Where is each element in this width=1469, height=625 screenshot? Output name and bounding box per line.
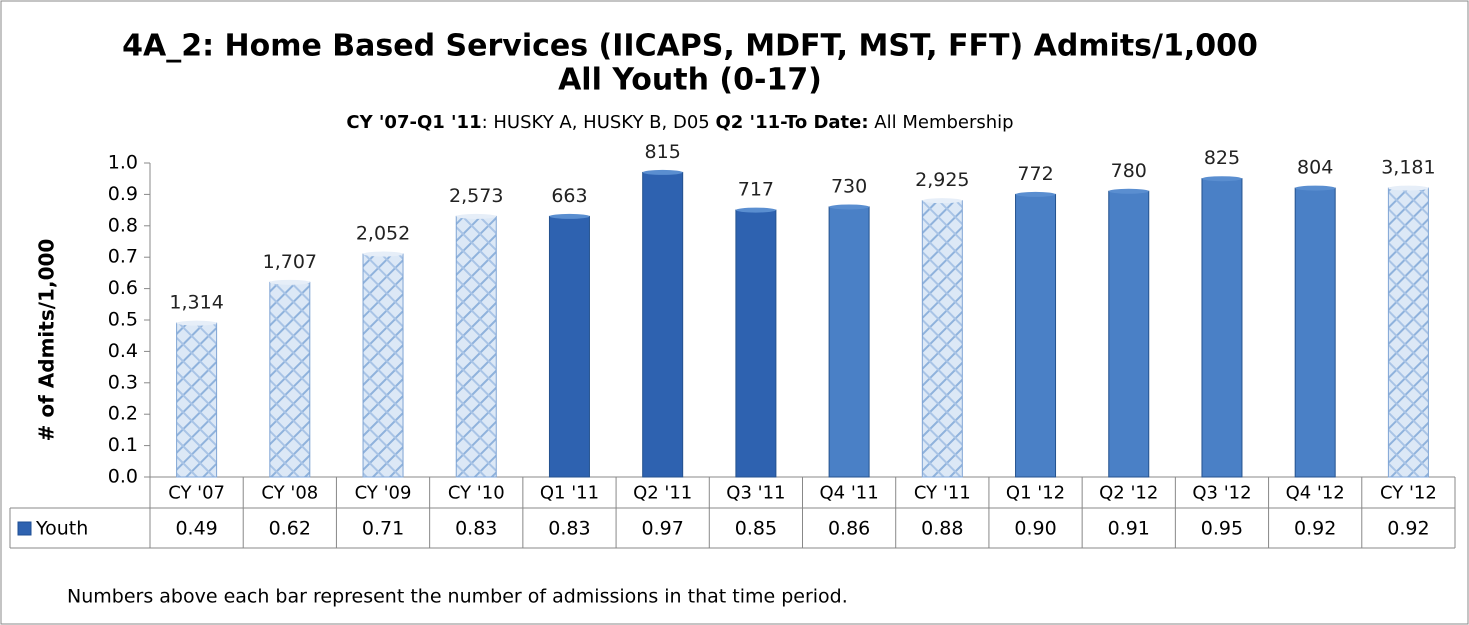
- y-tick-label: 0.0: [108, 466, 138, 488]
- bar-top: [922, 198, 963, 204]
- x-tick-label: CY '12: [1380, 483, 1437, 504]
- x-tick-label: Q4 '11: [820, 483, 879, 504]
- bar: [455, 215, 497, 478]
- table-value: 0.83: [548, 518, 590, 540]
- bar-label: 815: [645, 141, 681, 163]
- bar-top: [456, 213, 497, 219]
- x-tick-label: CY '09: [355, 483, 412, 504]
- y-tick-label: 1.0: [108, 152, 138, 174]
- bar-top: [363, 251, 404, 257]
- subtitle: CY '07-Q1 '11: HUSKY A, HUSKY B, D05 Q2 …: [346, 112, 1013, 133]
- y-tick-label: 0.2: [108, 403, 138, 425]
- subtitle-part: : HUSKY A, HUSKY B, D05: [482, 112, 716, 133]
- table-value: 0.71: [362, 518, 404, 540]
- bar-label: 3,181: [1381, 157, 1435, 179]
- bar: [1294, 187, 1336, 478]
- table-value: 0.62: [269, 518, 311, 540]
- bar-top: [176, 320, 217, 326]
- table-value: 0.92: [1387, 518, 1429, 540]
- bar: [1108, 190, 1150, 478]
- bar: [269, 281, 311, 478]
- table-value: 0.91: [1108, 518, 1150, 540]
- x-tick-label: CY '08: [261, 483, 318, 504]
- y-tick-label: 0.3: [108, 371, 138, 393]
- y-tick-label: 0.6: [108, 277, 138, 299]
- chart-title: 4A_2: Home Based Services (IICAPS, MDFT,…: [122, 29, 1258, 64]
- x-tick-label: Q2 '12: [1099, 483, 1158, 504]
- bar-label: 1,314: [169, 292, 223, 314]
- table-value: 0.92: [1294, 518, 1336, 540]
- legend-swatch: [17, 521, 32, 536]
- bar: [1387, 187, 1429, 478]
- y-tick-label: 0.4: [108, 340, 138, 362]
- x-tick-label: Q1 '12: [1006, 483, 1065, 504]
- bar-label: 825: [1204, 147, 1240, 169]
- bar-top: [642, 169, 683, 175]
- bar-top: [829, 204, 870, 210]
- subtitle-part: Q2 '11-To Date:: [715, 112, 868, 133]
- table-value: 0.86: [828, 518, 870, 540]
- bar-top: [1201, 176, 1242, 182]
- table-value: 0.90: [1014, 518, 1056, 540]
- bar-label: 804: [1297, 157, 1333, 179]
- table-value: 0.88: [921, 518, 963, 540]
- bar-top: [1108, 188, 1149, 194]
- bar: [176, 322, 218, 478]
- table-value: 0.83: [455, 518, 497, 540]
- table-value: 0.97: [642, 518, 684, 540]
- bar-top: [735, 207, 776, 213]
- bar-label: 780: [1111, 160, 1147, 182]
- bar: [1015, 193, 1057, 478]
- y-tick-label: 0.9: [108, 183, 138, 205]
- bar: [642, 171, 684, 478]
- x-tick-label: Q1 '11: [540, 483, 599, 504]
- bar: [735, 209, 777, 478]
- bar: [548, 215, 590, 478]
- y-tick-label: 0.5: [108, 309, 138, 331]
- table-value: 0.85: [735, 518, 777, 540]
- y-tick-label: 0.1: [108, 434, 138, 456]
- subtitle-part: CY '07-Q1 '11: [346, 112, 481, 133]
- x-tick-label: Q3 '11: [726, 483, 785, 504]
- bar-label: 663: [551, 185, 587, 207]
- bar-label: 2,052: [356, 223, 410, 245]
- chart-title-line2: All Youth (0-17): [558, 63, 822, 98]
- bar-label: 2,925: [915, 169, 969, 191]
- y-tick-label: 0.7: [108, 246, 138, 268]
- y-tick-label: 0.8: [108, 214, 138, 236]
- subtitle-part: All Membership: [869, 112, 1014, 133]
- bar-top: [549, 213, 590, 219]
- bar-label: 772: [1017, 163, 1053, 185]
- x-tick-label: Q3 '12: [1192, 483, 1251, 504]
- x-tick-label: CY '11: [914, 483, 971, 504]
- bar-top: [1015, 191, 1056, 197]
- bar-label: 1,707: [263, 251, 317, 273]
- bar-label: 717: [738, 179, 774, 201]
- legend-label: Youth: [35, 518, 88, 540]
- bar-label: 2,573: [449, 185, 503, 207]
- y-axis-label: # of Admits/1,000: [35, 239, 59, 442]
- x-tick-label: Q4 '12: [1286, 483, 1345, 504]
- bar: [362, 253, 404, 478]
- bar-top: [269, 279, 310, 285]
- x-tick-label: CY '07: [168, 483, 225, 504]
- x-tick-label: CY '10: [448, 483, 505, 504]
- bar-top: [1295, 185, 1336, 191]
- bar: [1201, 178, 1243, 478]
- table-value: 0.95: [1201, 518, 1243, 540]
- footnote: Numbers above each bar represent the num…: [67, 586, 848, 608]
- bar: [921, 200, 963, 478]
- bar-label: 730: [831, 175, 867, 197]
- bar-top: [1388, 185, 1429, 191]
- x-tick-label: Q2 '11: [633, 483, 692, 504]
- bar: [828, 206, 870, 478]
- table-value: 0.49: [175, 518, 217, 540]
